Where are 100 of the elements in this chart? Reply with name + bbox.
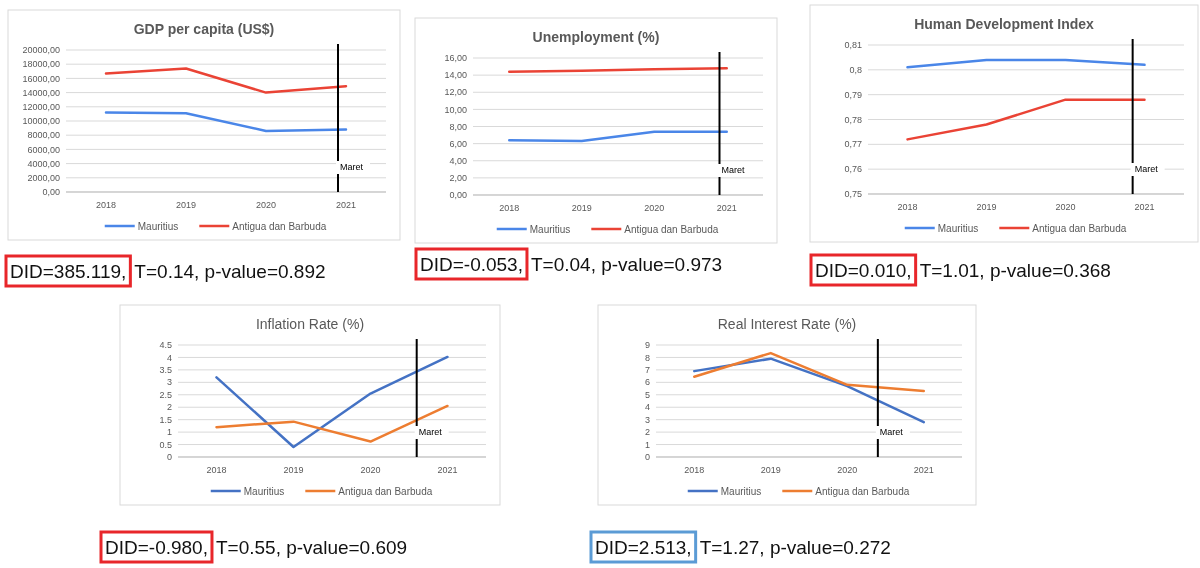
chart-title: GDP per capita (US$) bbox=[133, 21, 275, 37]
x-tick-label: 2020 bbox=[837, 465, 858, 475]
y-tick-label: 0.5 bbox=[159, 439, 172, 450]
text: DID=-0.980, bbox=[105, 537, 208, 558]
y-tick-label: 4,00 bbox=[449, 155, 467, 166]
y-tick-label: 3.5 bbox=[159, 365, 172, 376]
line-series bbox=[693, 357, 925, 424]
legend-label: Mauritius bbox=[243, 485, 285, 497]
y-tick-label: 14000,00 bbox=[22, 87, 60, 98]
x-tick-label: 2020 bbox=[360, 465, 381, 475]
line-series bbox=[104, 67, 348, 94]
text: T=0.14, p-value=0.892 bbox=[134, 261, 326, 282]
y-tick-label: 16,00 bbox=[444, 53, 467, 64]
text: DID=385.119, bbox=[10, 261, 127, 282]
legend-label: Mauritius bbox=[529, 223, 571, 235]
chart-title: Unemployment (%) bbox=[532, 29, 660, 45]
x-tick-label: 2020 bbox=[644, 203, 665, 213]
ref-line-label: Maret bbox=[1134, 164, 1159, 174]
text: T=1.27, p-value=0.272 bbox=[699, 537, 891, 558]
ref-line-label: Maret bbox=[340, 162, 364, 172]
y-tick-label: 1 bbox=[166, 427, 172, 438]
x-tick-label: 2019 bbox=[976, 202, 997, 212]
x-tick-label: 2019 bbox=[283, 465, 304, 475]
legend-label: Antigua dan Barbuda bbox=[338, 485, 433, 497]
x-tick-label: 2019 bbox=[175, 200, 197, 210]
y-tick-label: 2,00 bbox=[449, 173, 467, 184]
chart-title: Inflation Rate (%) bbox=[255, 316, 365, 332]
y-tick-label: 0,00 bbox=[42, 187, 60, 198]
y-tick-label: 0 bbox=[166, 452, 172, 463]
legend-label: Antigua dan Barbuda bbox=[815, 485, 910, 497]
x-tick-label: 2021 bbox=[437, 465, 458, 475]
y-tick-label: 4 bbox=[644, 402, 650, 413]
y-tick-label: 14,00 bbox=[444, 70, 467, 81]
y-tick-label: 2.5 bbox=[159, 389, 172, 400]
x-tick-label: 2018 bbox=[206, 465, 227, 475]
text: T=1.01, p-value=0.368 bbox=[919, 260, 1111, 281]
line-series bbox=[215, 355, 449, 449]
line-series bbox=[215, 404, 449, 443]
legend-label: Mauritius bbox=[720, 485, 762, 497]
x-tick-label: 2020 bbox=[255, 200, 277, 210]
legend-label: Antigua dan Barbuda bbox=[1032, 222, 1127, 234]
x-tick-label: 2018 bbox=[95, 200, 117, 210]
y-tick-label: 2 bbox=[166, 402, 172, 413]
y-tick-label: 8,00 bbox=[449, 121, 467, 132]
y-tick-label: 0,81 bbox=[844, 40, 862, 51]
y-tick-label: 4.5 bbox=[159, 340, 172, 351]
y-tick-label: 2 bbox=[644, 427, 650, 438]
x-tick-label: 2019 bbox=[571, 203, 592, 213]
y-tick-label: 1 bbox=[644, 439, 650, 450]
legend-label: Antigua dan Barbuda bbox=[232, 220, 327, 232]
chart-title: Real Interest Rate (%) bbox=[717, 316, 857, 332]
legend-label: Mauritius bbox=[937, 222, 979, 234]
text: DID=0.010, bbox=[815, 260, 912, 281]
y-tick-label: 16000,00 bbox=[22, 73, 60, 84]
x-tick-label: 2021 bbox=[716, 203, 737, 213]
y-tick-label: 6,00 bbox=[449, 138, 467, 149]
text: T=0.55, p-value=0.609 bbox=[215, 537, 408, 558]
x-tick-label: 2019 bbox=[760, 465, 781, 475]
y-tick-label: 0,00 bbox=[449, 190, 467, 201]
y-tick-label: 12,00 bbox=[444, 87, 467, 98]
chart-title: Human Development Index bbox=[914, 16, 1095, 32]
y-tick-label: 6 bbox=[644, 377, 650, 388]
y-tick-label: 8000,00 bbox=[27, 130, 60, 141]
line-series bbox=[693, 351, 925, 393]
x-tick-label: 2021 bbox=[335, 200, 357, 210]
x-tick-label: 2020 bbox=[1055, 202, 1076, 212]
y-tick-label: 0,78 bbox=[844, 114, 862, 125]
y-tick-label: 1.5 bbox=[159, 414, 172, 425]
y-tick-label: 4 bbox=[166, 352, 172, 363]
ref-line-label: Maret bbox=[418, 427, 443, 437]
y-tick-label: 0 bbox=[644, 452, 650, 463]
y-tick-label: 8 bbox=[644, 352, 650, 363]
y-tick-label: 2000,00 bbox=[27, 172, 60, 183]
x-tick-label: 2018 bbox=[897, 202, 918, 212]
y-tick-label: 12000,00 bbox=[22, 101, 60, 112]
x-tick-label: 2018 bbox=[499, 203, 520, 213]
text: T=0.04, p-value=0.973 bbox=[530, 254, 723, 275]
x-tick-label: 2018 bbox=[684, 465, 705, 475]
x-tick-label: 2021 bbox=[1134, 202, 1155, 212]
y-tick-label: 0,77 bbox=[844, 139, 862, 150]
line-series bbox=[104, 111, 348, 133]
x-tick-label: 2021 bbox=[913, 465, 934, 475]
ref-line-label: Maret bbox=[721, 165, 745, 175]
y-tick-label: 3 bbox=[644, 414, 650, 425]
y-tick-label: 0,75 bbox=[844, 189, 862, 200]
text: DID=2.513, bbox=[595, 537, 692, 558]
y-tick-label: 4000,00 bbox=[27, 158, 60, 169]
y-tick-label: 10,00 bbox=[444, 104, 467, 115]
text: DID=-0.053, bbox=[420, 254, 523, 275]
legend-label: Antigua dan Barbuda bbox=[624, 223, 719, 235]
y-tick-label: 9 bbox=[644, 340, 650, 351]
y-tick-label: 18000,00 bbox=[22, 59, 60, 70]
y-tick-label: 5 bbox=[644, 389, 650, 400]
y-tick-label: 7 bbox=[644, 365, 650, 376]
y-tick-label: 6000,00 bbox=[27, 144, 60, 155]
legend-label: Mauritius bbox=[137, 220, 179, 232]
y-tick-label: 0,8 bbox=[849, 64, 862, 75]
y-tick-label: 0,76 bbox=[844, 164, 862, 175]
ref-line-label: Maret bbox=[879, 427, 904, 437]
y-tick-label: 0,79 bbox=[844, 89, 862, 100]
